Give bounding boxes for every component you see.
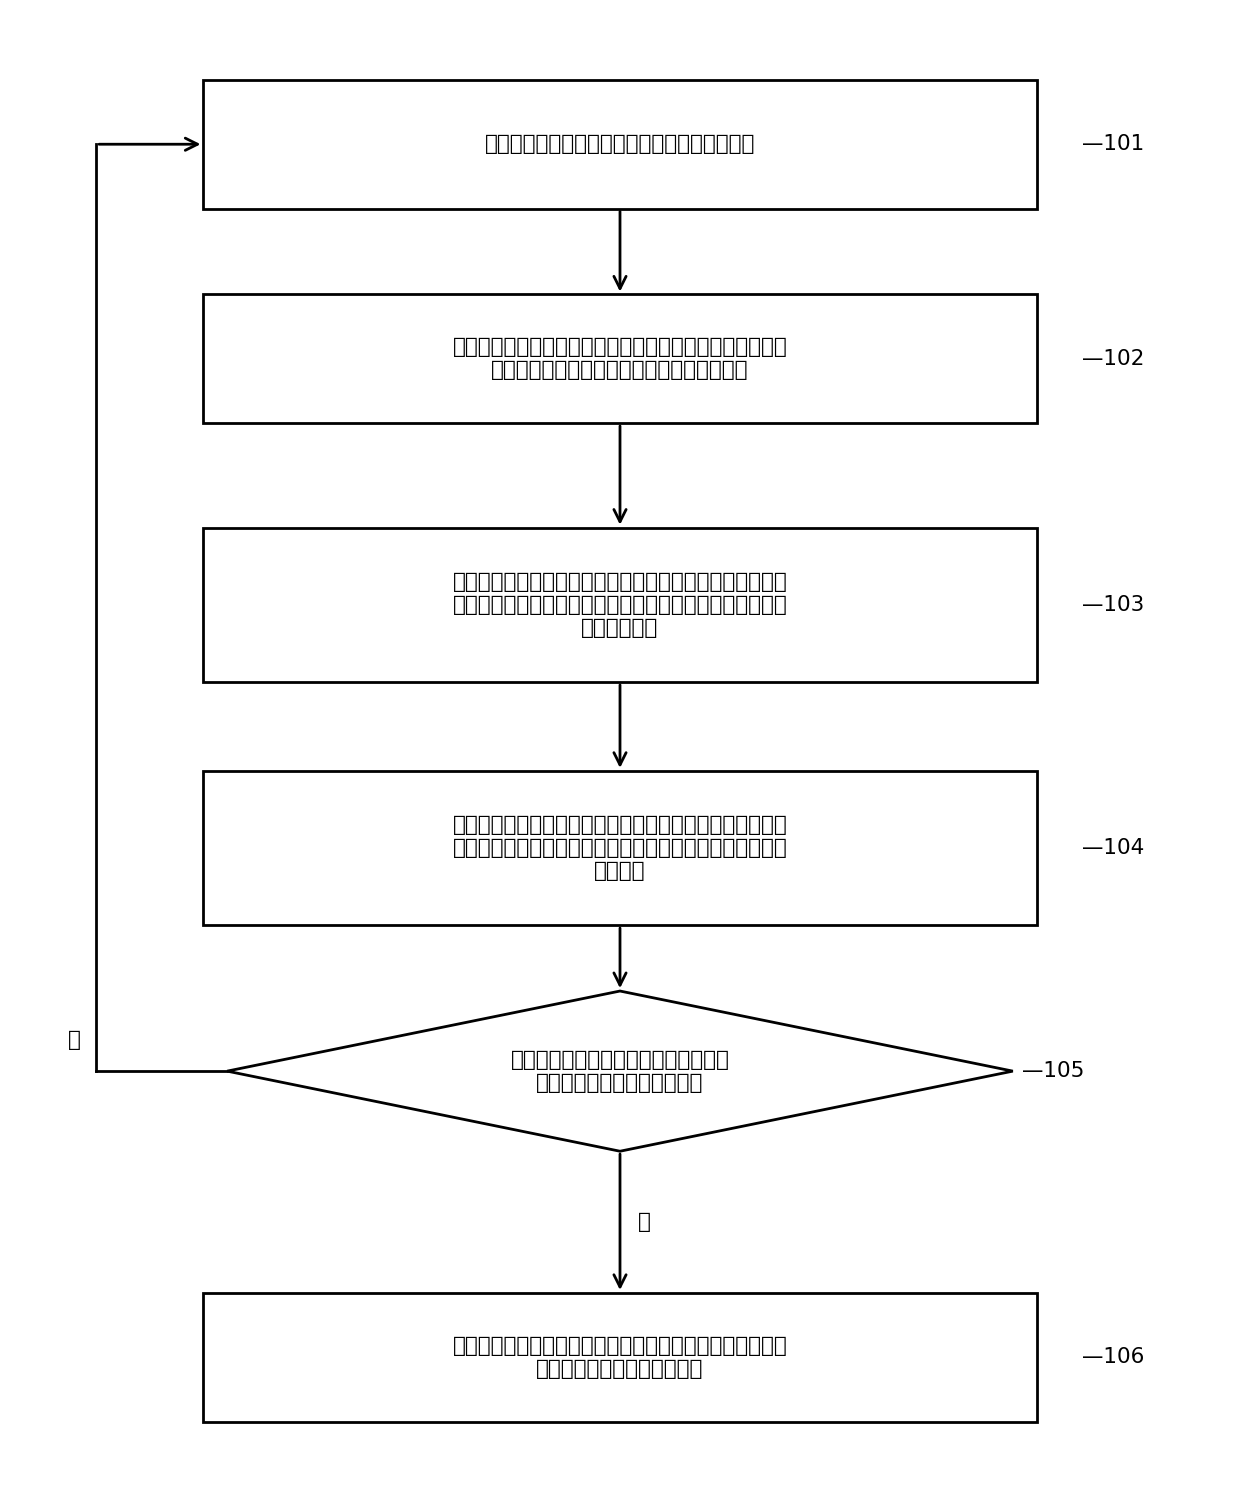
Text: 所述上位机将所述各线路零模电压和各线路线模电压通过小
波变换，得到对应的各线路零模电压一层分量和各线路线模
电压一层分量: 所述上位机将所述各线路零模电压和各线路线模电压通过小 波变换，得到对应的各线路零… [453, 572, 787, 638]
Polygon shape [227, 991, 1013, 1152]
Text: 所述上位机判断所述第一疑似故障线路
和第二疑似故障线路是否重合: 所述上位机判断所述第一疑似故障线路 和第二疑似故障线路是否重合 [511, 1049, 729, 1092]
Text: 所述上位机确定各线路零模电压一层分量的最大值为第一疑
似故障线路，各线路线模电压一层分量的最大值为第二疑似
故障线路: 所述上位机确定各线路零模电压一层分量的最大值为第一疑 似故障线路，各线路线模电压… [453, 815, 787, 881]
FancyBboxPatch shape [203, 80, 1037, 209]
Text: —102: —102 [1081, 349, 1145, 370]
Text: 是: 是 [637, 1211, 651, 1232]
Text: —103: —103 [1081, 595, 1145, 615]
Text: 当所述第一疑似故障线路和第二疑似故障线路重合时，所述
上位机确定该线路为故障线路: 当所述第一疑似故障线路和第二疑似故障线路重合时，所述 上位机确定该线路为故障线路 [453, 1335, 787, 1378]
Text: 否: 否 [68, 1030, 82, 1049]
Text: —106: —106 [1081, 1347, 1145, 1368]
FancyBboxPatch shape [203, 295, 1037, 423]
Text: —104: —104 [1081, 837, 1145, 858]
FancyBboxPatch shape [203, 1293, 1037, 1421]
Text: —101: —101 [1081, 134, 1145, 155]
Text: 所述数据处理装置将所述各线路暂态电压信号分别进行相模
变换，得到各线路零模电压和各线路线模电压: 所述数据处理装置将所述各线路暂态电压信号分别进行相模 变换，得到各线路零模电压和… [453, 337, 787, 380]
FancyBboxPatch shape [203, 770, 1037, 925]
Text: —105: —105 [1022, 1061, 1085, 1082]
FancyBboxPatch shape [203, 527, 1037, 682]
Text: 所述电压采集装置分别获取各线路暂态电压信号: 所述电压采集装置分别获取各线路暂态电压信号 [485, 134, 755, 155]
